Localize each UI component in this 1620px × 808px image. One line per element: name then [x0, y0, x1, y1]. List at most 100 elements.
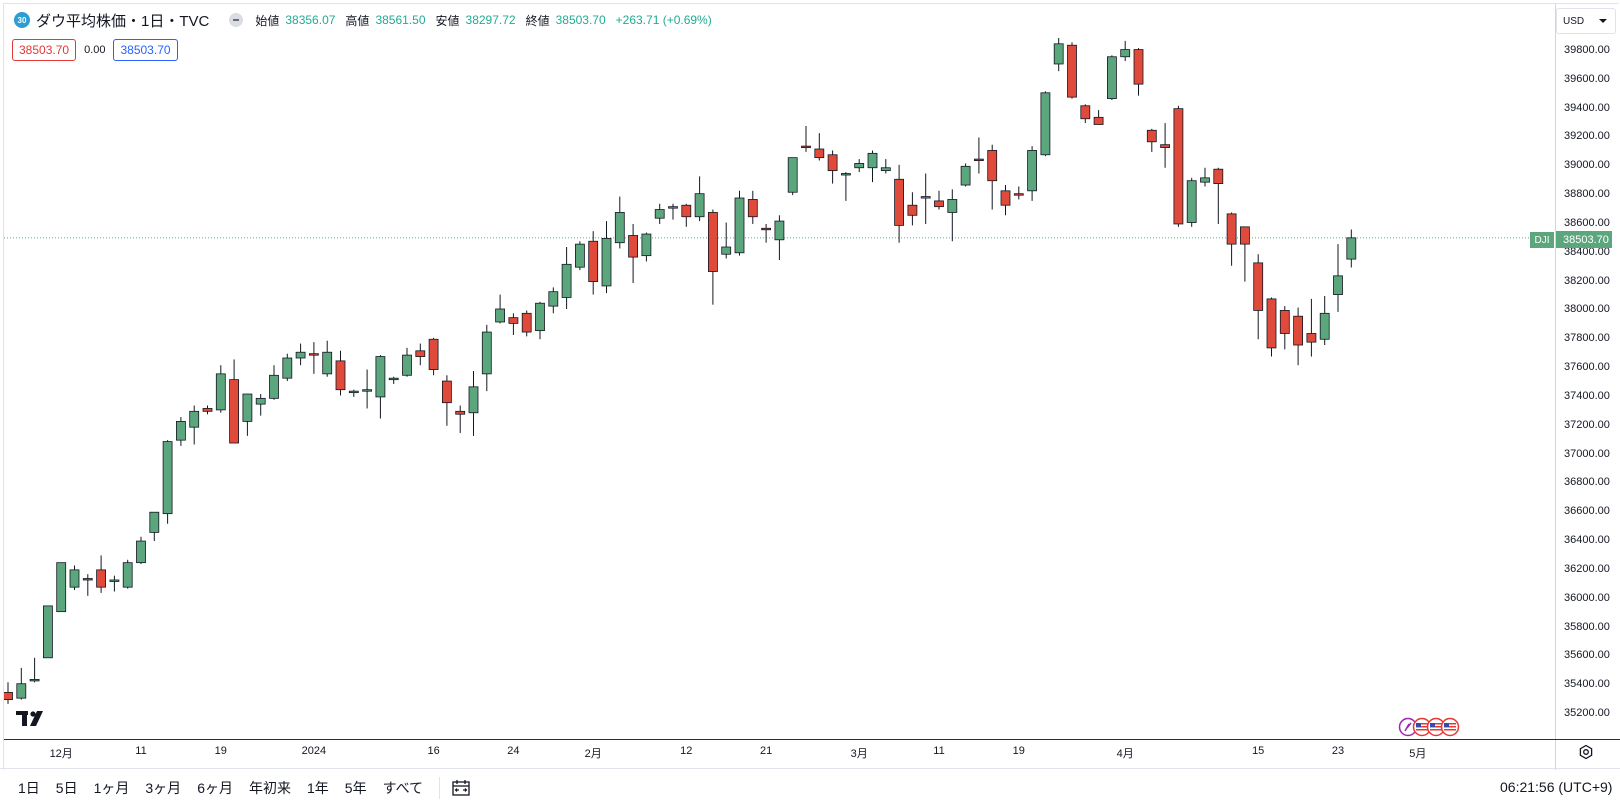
candle-down[interactable] [1067, 44, 1077, 98]
candle-up[interactable] [162, 441, 173, 515]
candle-down[interactable] [428, 338, 439, 370]
candle-down[interactable] [907, 204, 918, 216]
candle-down[interactable] [4, 691, 13, 700]
candle-up[interactable] [734, 197, 745, 254]
candle-up[interactable] [189, 410, 200, 428]
candle-down[interactable] [1293, 315, 1303, 346]
candle-up[interactable] [774, 220, 785, 241]
candle-down[interactable] [1160, 144, 1170, 148]
candle-up[interactable] [1107, 56, 1117, 99]
candle-down[interactable] [521, 312, 532, 333]
candle-down[interactable] [708, 212, 718, 272]
candle-up[interactable] [16, 683, 27, 699]
candle-up[interactable] [867, 152, 878, 169]
range-1m-button[interactable]: 1ヶ月 [93, 780, 130, 796]
candle-down[interactable] [1000, 190, 1011, 206]
candle-down[interactable] [1213, 168, 1224, 184]
gear-icon[interactable] [1578, 744, 1594, 760]
candle-up[interactable] [1053, 43, 1064, 65]
sell-price-button[interactable]: 38503.70 [12, 39, 77, 61]
candle-up[interactable] [614, 212, 625, 244]
currency-selector[interactable]: USD [1556, 8, 1616, 34]
candle-up[interactable] [1200, 177, 1210, 183]
candle-up[interactable] [282, 357, 293, 379]
candle-up[interactable] [1333, 275, 1343, 295]
candle-up[interactable] [880, 167, 891, 172]
candle-up[interactable] [694, 193, 705, 218]
timezone-clock[interactable]: 06:21:56 (UTC+9) [1500, 779, 1613, 795]
candle-down[interactable] [1093, 116, 1104, 125]
candle-up[interactable] [69, 569, 80, 588]
candle-up[interactable] [854, 163, 865, 169]
candle-up[interactable] [960, 165, 971, 186]
candle-down[interactable] [801, 145, 811, 149]
candle-up[interactable] [388, 377, 399, 381]
candle-down[interactable] [1306, 333, 1317, 343]
candle-down[interactable] [82, 578, 93, 581]
candle-up[interactable] [269, 374, 279, 399]
candle-up[interactable] [402, 354, 412, 376]
tradingview-logo-icon[interactable] [16, 710, 48, 728]
range-ytd-button[interactable]: 年初来 [248, 780, 291, 796]
candle-down[interactable] [1133, 49, 1144, 85]
candle-down[interactable] [415, 350, 426, 357]
candle-down[interactable] [202, 408, 213, 412]
candle-down[interactable] [335, 360, 346, 391]
candle-up[interactable] [1040, 92, 1051, 156]
symbol-badge[interactable]: 30 [14, 12, 30, 28]
range-5y-button[interactable]: 5年 [344, 780, 367, 796]
us-flag-icon-1[interactable] [1412, 717, 1432, 737]
candle-up[interactable] [362, 389, 373, 392]
candle-up[interactable] [721, 246, 732, 255]
buy-price-button[interactable]: 38503.70 [113, 39, 178, 61]
candle-up[interactable] [495, 308, 506, 323]
candle-up[interactable] [122, 562, 133, 588]
candle-up[interactable] [1120, 49, 1131, 58]
candle-up[interactable] [29, 679, 40, 682]
legend-collapse-button[interactable] [229, 13, 244, 27]
range-3m-button[interactable]: 3ヶ月 [145, 780, 182, 796]
range-6m-button[interactable]: 6ヶ月 [197, 780, 233, 796]
candle-up[interactable] [375, 356, 386, 398]
candle-up[interactable] [109, 579, 120, 582]
candle-up[interactable] [1319, 312, 1330, 340]
candle-up[interactable] [295, 351, 306, 359]
candle-down[interactable] [1173, 108, 1184, 225]
candle-down[interactable] [1253, 262, 1264, 311]
calendar-range-icon[interactable] [448, 775, 474, 801]
range-all-button[interactable]: すべて [382, 780, 424, 796]
candle-up[interactable] [1027, 150, 1037, 192]
candle-up[interactable] [136, 540, 146, 564]
candle-down[interactable] [229, 379, 240, 444]
range-1y-button[interactable]: 1年 [306, 780, 329, 796]
economic-events-icons[interactable] [1398, 717, 1462, 737]
candle-up[interactable] [668, 206, 678, 209]
candle-down[interactable] [1080, 105, 1091, 120]
range-1d-button[interactable]: 1日 [18, 780, 40, 796]
range-5d-button[interactable]: 5日 [55, 780, 78, 796]
candle-down[interactable] [827, 154, 838, 172]
candle-up[interactable] [1346, 237, 1357, 260]
candle-up[interactable] [535, 302, 545, 332]
candle-up[interactable] [841, 173, 851, 176]
candle-down[interactable] [894, 178, 904, 226]
candle-up[interactable] [548, 291, 559, 307]
candle-up[interactable] [561, 263, 572, 298]
us-flag-icon-3[interactable] [1440, 717, 1460, 737]
candle-down[interactable] [441, 380, 452, 404]
candle-down[interactable] [96, 569, 106, 588]
candle-up[interactable] [601, 237, 612, 287]
candle-down[interactable] [1279, 310, 1290, 334]
candle-up[interactable] [481, 331, 492, 375]
candle-up[interactable] [175, 421, 186, 441]
candle-down[interactable] [1226, 213, 1237, 245]
candle-up[interactable] [348, 390, 359, 394]
candle-up[interactable] [242, 393, 253, 422]
candle-down[interactable] [814, 148, 825, 159]
candle-down[interactable] [1146, 129, 1157, 143]
candle-up[interactable] [920, 196, 931, 199]
candle-down[interactable] [1240, 226, 1250, 245]
candle-down[interactable] [508, 317, 519, 324]
candle-down[interactable] [934, 200, 944, 208]
candle-up[interactable] [149, 511, 160, 533]
